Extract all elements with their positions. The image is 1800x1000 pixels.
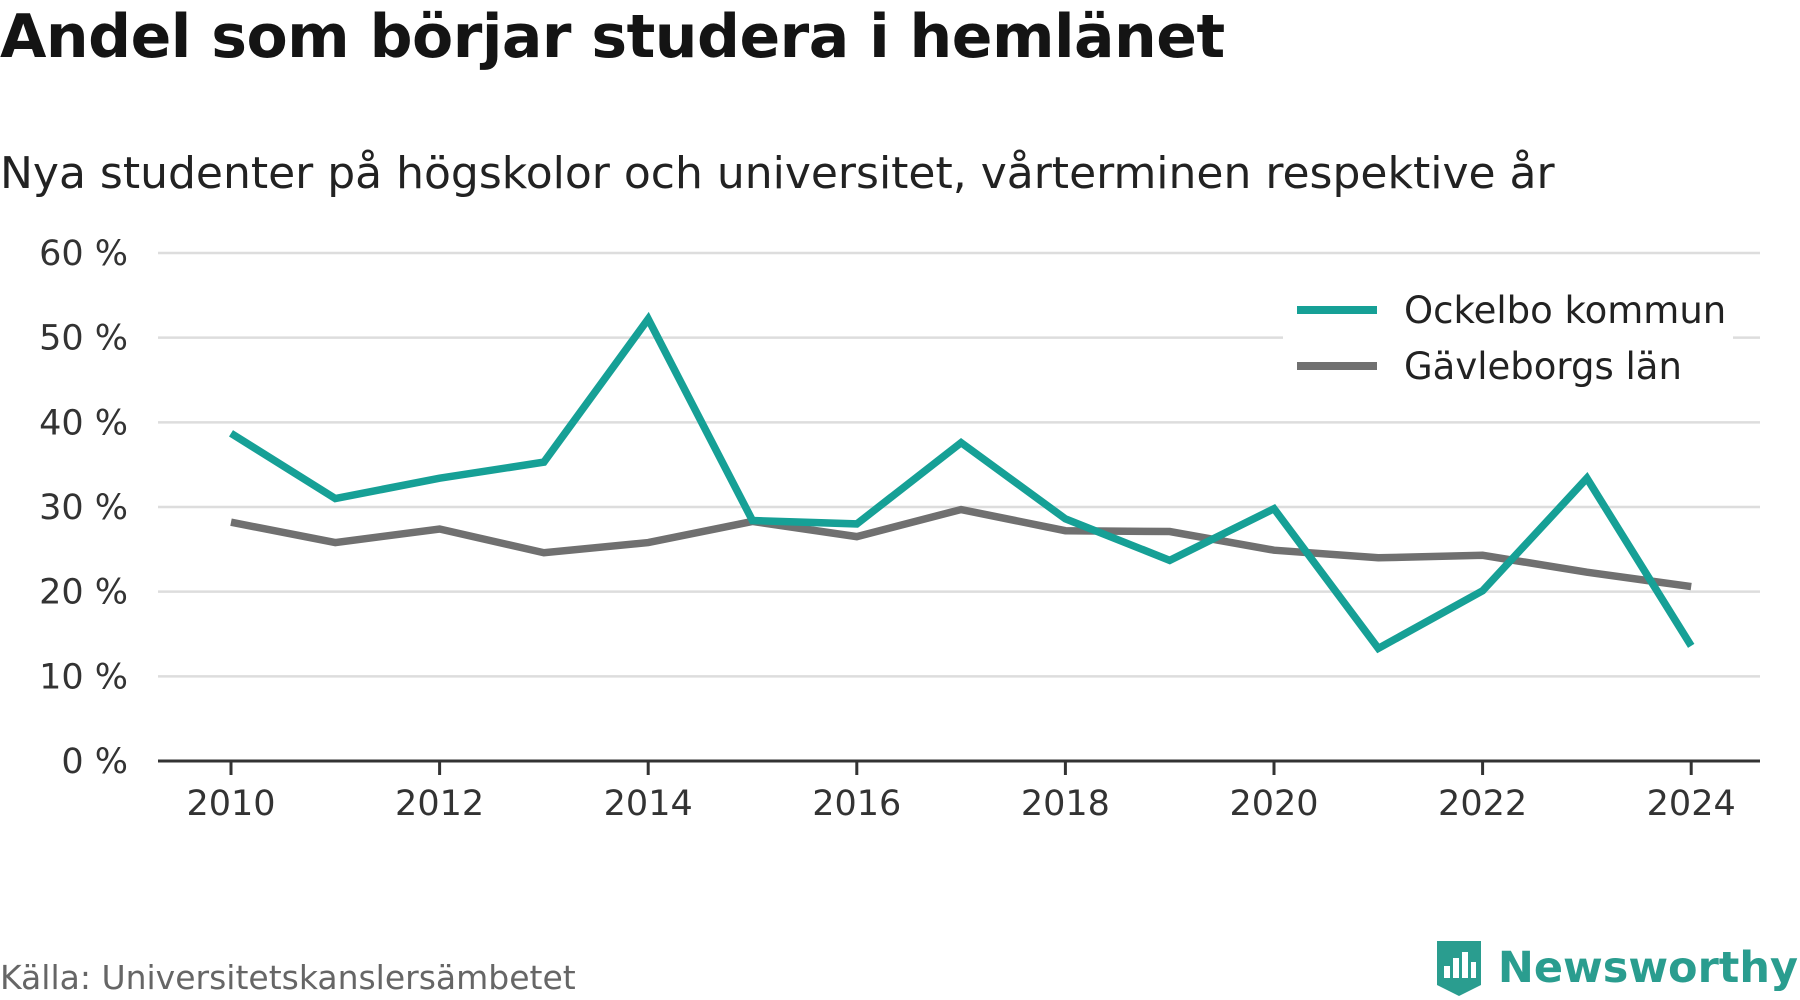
y-tick-label: 0 %: [61, 742, 128, 782]
brand-name: Newsworthy: [1497, 943, 1798, 993]
legend: Ockelbo kommun Gävleborgs län: [1283, 282, 1733, 388]
series-line-gavleborg: [230, 505, 1692, 591]
brand-logo: Newsworthy: [1434, 938, 1798, 998]
x-tick-label: 2012: [395, 784, 484, 824]
y-tick-label: 30 %: [39, 488, 128, 528]
y-tick-label: 40 %: [39, 403, 128, 443]
legend-label-gavleborg: Gävleborgs län: [1404, 345, 1682, 388]
y-tick-label: 20 %: [39, 573, 128, 613]
x-axis-ticks: 2010 2012 2014 2016 2018 2020 2022 2024: [186, 761, 1736, 824]
source-note: Källa: Universitetskanslersämbetet: [0, 958, 576, 997]
newsworthy-logo-icon: [1436, 941, 1481, 996]
x-tick-label: 2014: [604, 784, 693, 824]
x-tick-label: 2020: [1229, 784, 1318, 824]
x-tick-label: 2024: [1647, 784, 1736, 824]
y-tick-label: 50 %: [39, 319, 128, 359]
series-lines: [229, 311, 1695, 654]
y-tick-label: 60 %: [39, 234, 128, 274]
y-tick-label: 10 %: [39, 657, 128, 697]
x-tick-label: 2010: [186, 784, 275, 824]
legend-label-ockelbo: Ockelbo kommun: [1404, 289, 1726, 332]
x-tick-label: 2016: [812, 784, 901, 824]
x-tick-label: 2018: [1021, 784, 1110, 824]
chart-title: Andel som börjar studera i hemlänet: [0, 2, 1225, 72]
chart-subtitle: Nya studenter på högskolor och universit…: [0, 148, 1555, 199]
y-axis-ticks: 0 % 10 % 20 % 30 % 40 % 50 % 60 %: [39, 234, 128, 782]
series-line-ockelbo: [229, 311, 1695, 654]
x-tick-label: 2022: [1438, 784, 1527, 824]
